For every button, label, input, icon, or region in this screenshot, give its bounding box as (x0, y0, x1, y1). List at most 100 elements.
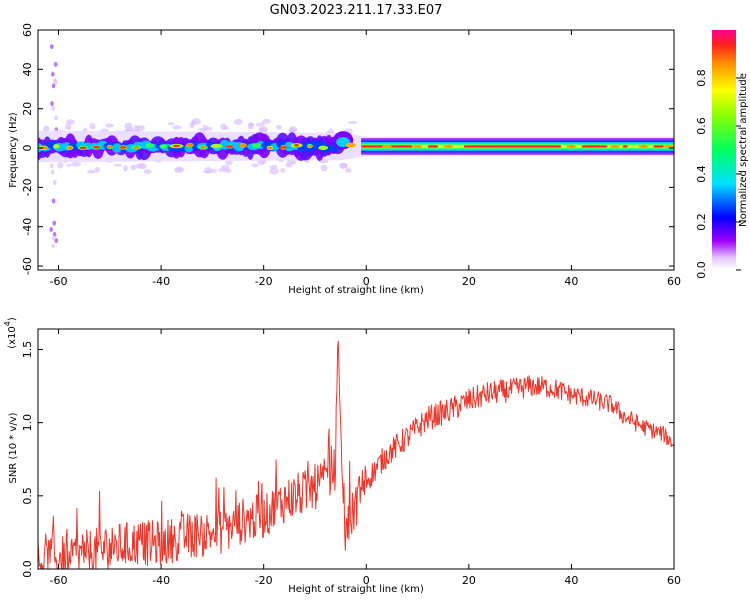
heatmap-speck (261, 118, 271, 124)
spectrogram-x-tick-label: -60 (50, 275, 68, 288)
heatmap-core-red (653, 145, 664, 148)
colorbar-gradient (712, 30, 736, 270)
heatmap-speck (280, 167, 286, 173)
heatmap-blob-core (67, 146, 73, 149)
heatmap-blob-core (185, 143, 194, 147)
heatmap-core-red (427, 145, 439, 148)
heatmap-streak-dot (51, 105, 56, 111)
snr-x-tick-label: 60 (667, 574, 681, 587)
snr-x-tick-label: 0 (363, 574, 370, 587)
snr-line-layer (38, 340, 674, 569)
heatmap-speck (124, 122, 133, 130)
heatmap-streak-dot (49, 163, 54, 169)
heatmap-speck (258, 126, 268, 134)
snr-series-line (38, 340, 674, 569)
heatmap-speck (167, 122, 175, 126)
heatmap-blob-core (294, 143, 299, 147)
spectrogram-frame (37, 29, 675, 271)
heatmap-core-orange (412, 144, 423, 149)
spectrogram-x-tick-label: 20 (462, 275, 476, 288)
spectrogram-x-tick-label: -40 (152, 275, 170, 288)
snr-plot-area (38, 329, 674, 569)
heatmap-blob-core (134, 146, 139, 149)
spectrogram-y-tick-label: 60 (21, 23, 34, 37)
snr-x-tick-label: 40 (564, 574, 578, 587)
heatmap-blob-blue (111, 143, 123, 153)
heatmap-streak-dot (49, 227, 53, 233)
colorbar-ticks: 0.0 0.2 0.4 0.6 0.8 (695, 69, 741, 279)
spectrogram-heatmap (38, 44, 674, 249)
heatmap-speck (320, 164, 328, 172)
heatmap-speck (211, 168, 217, 173)
heatmap-blob-green (145, 143, 155, 148)
heatmap-blob-core (267, 146, 273, 150)
heatmap-streak-dot (51, 198, 56, 204)
heatmap-blob-core (226, 145, 234, 148)
heatmap-core-orange (381, 144, 392, 149)
heatmap-blob-core (92, 145, 101, 149)
heatmap-speck (114, 163, 123, 167)
heatmap-streak-dot (51, 243, 56, 249)
heatmap-speck (57, 161, 64, 169)
spectrogram-y-tick-label: 40 (21, 62, 34, 76)
heatmap-streak-dot (51, 71, 55, 77)
heatmap-speck (198, 127, 208, 132)
snr-x-tick-label: -60 (50, 574, 68, 587)
heatmap-speck (345, 168, 352, 173)
heatmap-core-orange (663, 144, 674, 149)
heatmap-speck (347, 121, 358, 125)
snr-scale-label: (x104) (3, 317, 18, 349)
spectrogram-y-tick-label: 0 (21, 145, 34, 152)
snr-x-label: Height of straight line (km) (288, 584, 424, 595)
heatmap-core-red (463, 145, 562, 148)
heatmap-speck (251, 163, 259, 168)
snr-frame (37, 328, 675, 570)
spectrogram-y-tick-label: 20 (21, 102, 34, 116)
heatmap-blob-green (159, 144, 168, 149)
colorbar-tick-label: 0.2 (695, 213, 708, 231)
heatmap-blob-core (279, 146, 288, 149)
snr-x-tick-label: 20 (462, 574, 476, 587)
spectrogram-panel: -60 -40 -20 0 20 40 60 60 40 20 0 -20 -40 -60 Height … (8, 23, 681, 296)
spectrogram-x-tick-label: -20 (255, 275, 273, 288)
heatmap-speck (289, 126, 298, 133)
heatmap-speck (291, 160, 297, 165)
heatmap-speck (143, 169, 152, 174)
heatmap-speck (136, 125, 146, 132)
heatmap-blob-green (318, 145, 329, 151)
snr-ticks: -60 -40 -20 0 20 40 60 0.0 0.5 1.0 1.5 (21, 329, 681, 587)
snr-y-tick-label: 0.0 (21, 560, 34, 578)
snr-x-tick-label: -20 (255, 574, 273, 587)
colorbar-tick-label: 0.6 (695, 117, 708, 135)
heatmap-speck (104, 123, 114, 128)
heatmap-blob-core (307, 144, 312, 148)
spectrogram-y-tick-label: -20 (21, 178, 34, 196)
heatmap-speck (269, 167, 279, 175)
heatmap-streak-dot (53, 79, 58, 85)
colorbar-tick-label: 0.4 (695, 165, 708, 183)
heatmap-blob-core (107, 145, 113, 149)
heatmap-speck (247, 122, 255, 127)
heatmap-speck (191, 118, 201, 125)
heatmap-blob-green (53, 144, 60, 149)
heatmap-blob-green (251, 143, 262, 148)
heatmap-blob-core (200, 146, 206, 149)
heatmap-streak-dot (49, 44, 54, 50)
spectrogram-y-label: Frequency (Hz) (8, 112, 19, 188)
heatmap-core-red (622, 145, 628, 148)
heatmap-blob-green (210, 143, 223, 149)
colorbar-tick-label: 0.8 (695, 69, 708, 87)
heatmap-speck (220, 123, 227, 130)
spectrogram-ticks: -60 -40 -20 0 20 40 60 60 40 20 0 -20 -40 -60 (21, 23, 681, 288)
snr-y-tick-label: 1.0 (21, 414, 34, 432)
snr-y-tick-label: 1.5 (21, 341, 34, 359)
heatmap-core-orange (443, 144, 454, 149)
heatmap-speck (339, 162, 348, 169)
heatmap-streak-dot (51, 83, 56, 89)
spectrogram-y-tick-label: -40 (21, 218, 34, 236)
heatmap-speck (94, 166, 101, 173)
colorbar: 0.0 0.2 0.4 0.6 0.8 Normalized spectral ampl… (695, 30, 749, 279)
figure-title: GN03.2023.211.17.33.E07 (270, 3, 443, 18)
heatmap-core-red (581, 145, 608, 148)
